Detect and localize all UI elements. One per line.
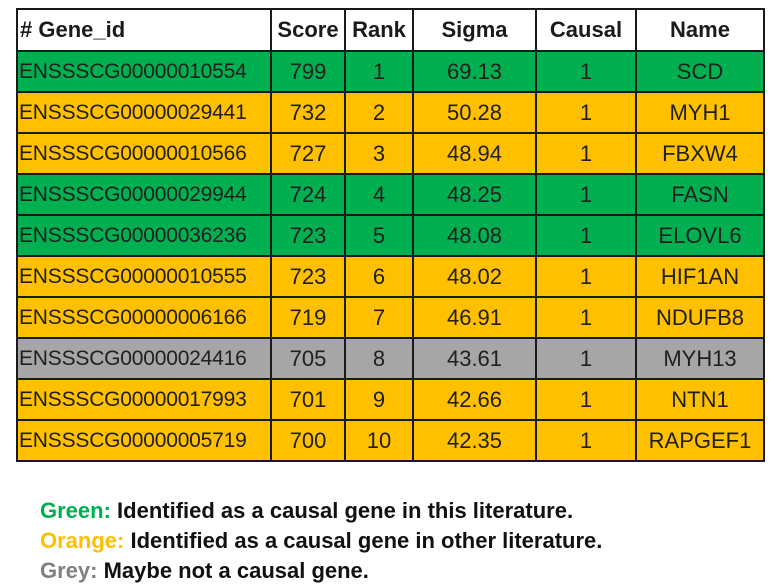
cell-causal: 1 xyxy=(535,419,637,462)
table-row: ENSSSCG00000005719 700 10 42.35 1 RAPGEF1 xyxy=(16,419,765,462)
cell-gene-id: ENSSSCG00000036236 xyxy=(16,214,272,257)
cell-causal: 1 xyxy=(535,255,637,298)
header-rank: Rank xyxy=(344,8,414,52)
cell-rank: 4 xyxy=(344,173,414,216)
cell-causal: 1 xyxy=(535,337,637,380)
table-row: ENSSSCG00000017993 701 9 42.66 1 NTN1 xyxy=(16,378,765,421)
cell-gene-id: ENSSSCG00000010554 xyxy=(16,50,272,93)
cell-gene-id: ENSSSCG00000010566 xyxy=(16,132,272,175)
cell-gene-name: HIF1AN xyxy=(635,255,765,298)
table-row: ENSSSCG00000024416 705 8 43.61 1 MYH13 xyxy=(16,337,765,380)
header-name: Name xyxy=(635,8,765,52)
table-row: ENSSSCG00000010566 727 3 48.94 1 FBXW4 xyxy=(16,132,765,175)
cell-causal: 1 xyxy=(535,214,637,257)
cell-rank: 6 xyxy=(344,255,414,298)
legend-green-text: Identified as a causal gene in this lite… xyxy=(110,498,574,523)
cell-gene-name: SCD xyxy=(635,50,765,93)
cell-score: 727 xyxy=(270,132,346,175)
header-sigma: Sigma xyxy=(412,8,537,52)
table-row: ENSSSCG00000029441 732 2 50.28 1 MYH1 xyxy=(16,91,765,134)
legend-green: Green: Identified as a causal gene in th… xyxy=(40,496,602,526)
cell-sigma: 48.08 xyxy=(412,214,537,257)
cell-gene-name: FASN xyxy=(635,173,765,216)
cell-gene-name: FBXW4 xyxy=(635,132,765,175)
cell-score: 719 xyxy=(270,296,346,339)
cell-score: 799 xyxy=(270,50,346,93)
cell-sigma: 42.66 xyxy=(412,378,537,421)
cell-gene-name: RAPGEF1 xyxy=(635,419,765,462)
cell-score: 723 xyxy=(270,255,346,298)
cell-gene-id: ENSSSCG00000006166 xyxy=(16,296,272,339)
legend-grey-key: Grey: xyxy=(40,558,98,583)
cell-rank: 2 xyxy=(344,91,414,134)
cell-rank: 1 xyxy=(344,50,414,93)
cell-sigma: 48.94 xyxy=(412,132,537,175)
table-row: ENSSSCG00000036236 723 5 48.08 1 ELOVL6 xyxy=(16,214,765,257)
cell-gene-id: ENSSSCG00000005719 xyxy=(16,419,272,462)
cell-score: 723 xyxy=(270,214,346,257)
cell-score: 732 xyxy=(270,91,346,134)
legend-grey-text: Maybe not a causal gene. xyxy=(97,558,369,583)
cell-causal: 1 xyxy=(535,173,637,216)
cell-sigma: 43.61 xyxy=(412,337,537,380)
cell-sigma: 50.28 xyxy=(412,91,537,134)
cell-causal: 1 xyxy=(535,91,637,134)
cell-gene-id: ENSSSCG00000029441 xyxy=(16,91,272,134)
cell-sigma: 48.02 xyxy=(412,255,537,298)
legend-grey: Grey: Maybe not a causal gene. xyxy=(40,556,602,586)
header-score: Score xyxy=(270,8,346,52)
legend-orange-text: Identified as a causal gene in other lit… xyxy=(124,528,603,553)
cell-score: 700 xyxy=(270,419,346,462)
legend-orange: Orange: Identified as a causal gene in o… xyxy=(40,526,602,556)
header-gene-id: # Gene_id xyxy=(16,8,272,52)
cell-causal: 1 xyxy=(535,132,637,175)
cell-rank: 7 xyxy=(344,296,414,339)
cell-gene-name: ELOVL6 xyxy=(635,214,765,257)
table-row: ENSSSCG00000010554 799 1 69.13 1 SCD xyxy=(16,50,765,93)
table-row: ENSSSCG00000006166 719 7 46.91 1 NDUFB8 xyxy=(16,296,765,339)
cell-causal: 1 xyxy=(535,296,637,339)
cell-gene-name: MYH1 xyxy=(635,91,765,134)
color-legend: Green: Identified as a causal gene in th… xyxy=(40,496,602,586)
cell-score: 705 xyxy=(270,337,346,380)
cell-sigma: 48.25 xyxy=(412,173,537,216)
cell-gene-name: MYH13 xyxy=(635,337,765,380)
cell-gene-id: ENSSSCG00000024416 xyxy=(16,337,272,380)
cell-sigma: 42.35 xyxy=(412,419,537,462)
cell-causal: 1 xyxy=(535,50,637,93)
cell-score: 724 xyxy=(270,173,346,216)
table-header-row: # Gene_id Score Rank Sigma Causal Name xyxy=(16,8,765,52)
table-row: ENSSSCG00000029944 724 4 48.25 1 FASN xyxy=(16,173,765,216)
cell-rank: 10 xyxy=(344,419,414,462)
cell-gene-name: NTN1 xyxy=(635,378,765,421)
cell-rank: 9 xyxy=(344,378,414,421)
cell-gene-id: ENSSSCG00000029944 xyxy=(16,173,272,216)
cell-gene-id: ENSSSCG00000017993 xyxy=(16,378,272,421)
cell-rank: 5 xyxy=(344,214,414,257)
cell-gene-name: NDUFB8 xyxy=(635,296,765,339)
legend-green-key: Green: xyxy=(40,498,111,523)
cell-gene-id: ENSSSCG00000010555 xyxy=(16,255,272,298)
cell-score: 701 xyxy=(270,378,346,421)
cell-rank: 3 xyxy=(344,132,414,175)
legend-orange-key: Orange: xyxy=(40,528,125,553)
table-body: ENSSSCG00000010554 799 1 69.13 1 SCD ENSSSCG00… xyxy=(16,50,765,462)
cell-causal: 1 xyxy=(535,378,637,421)
cell-sigma: 46.91 xyxy=(412,296,537,339)
table-row: ENSSSCG00000010555 723 6 48.02 1 HIF1AN xyxy=(16,255,765,298)
gene-table: # Gene_id Score Rank Sigma Causal Name E… xyxy=(16,8,765,462)
cell-rank: 8 xyxy=(344,337,414,380)
header-causal: Causal xyxy=(535,8,637,52)
cell-sigma: 69.13 xyxy=(412,50,537,93)
